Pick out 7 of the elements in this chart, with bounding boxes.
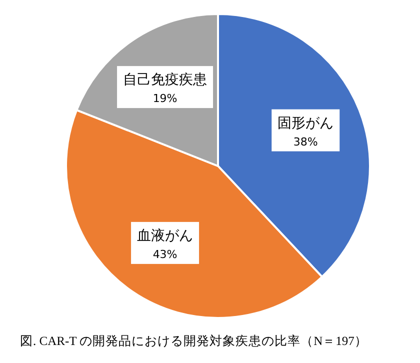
data-label: 19% <box>152 92 178 106</box>
slice-label: 血液がん <box>137 228 194 244</box>
slice-label: 固形がん <box>278 115 334 132</box>
data-label: 38% <box>293 135 318 148</box>
slice-label: 自己免疫疾患 <box>123 72 208 88</box>
text: 図. CAR-T の開発品における開発対象疾患の比率（N＝197） <box>20 333 368 348</box>
data-label: 43% <box>152 248 178 261</box>
